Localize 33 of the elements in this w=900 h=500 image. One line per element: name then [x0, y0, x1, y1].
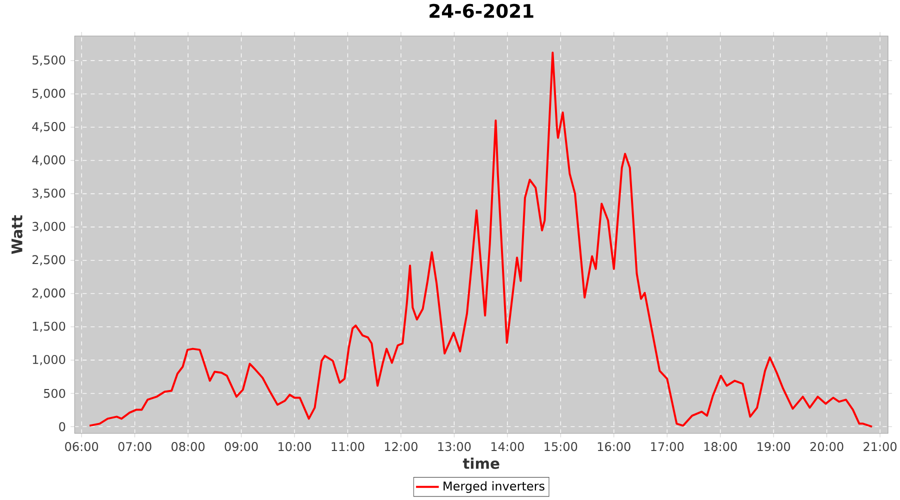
legend-label: Merged inverters — [444, 481, 544, 493]
y-tick-label: 2,000 — [32, 288, 66, 299]
y-tick-label: 500 — [44, 388, 66, 398]
y-axis-title: Watt — [12, 215, 22, 254]
y-tick-label: 0 — [59, 422, 66, 432]
x-axis-title: time — [462, 458, 500, 469]
x-tick-label: 11:00 — [332, 442, 364, 452]
y-tick-label: 1,000 — [32, 354, 66, 366]
x-tick-label: 20:00 — [810, 442, 844, 452]
x-tick-label: 21:00 — [864, 442, 897, 452]
y-tick-label: 5,000 — [32, 88, 66, 100]
x-tick-label: 18:00 — [704, 442, 737, 452]
x-tick-label: 09:00 — [224, 442, 258, 452]
x-tick-label: 10:00 — [278, 442, 311, 452]
chart-title: 24-6-2021 — [430, 4, 534, 18]
x-tick-label: 17:00 — [651, 442, 684, 452]
y-tick-label: 4,500 — [32, 122, 66, 132]
y-tick-label: 4,000 — [32, 155, 66, 166]
y-tick-label: 1,500 — [32, 322, 66, 332]
x-tick-label: 14:00 — [491, 442, 524, 452]
x-tick-label: 19:00 — [758, 442, 790, 452]
x-tick-label: 15:00 — [544, 442, 578, 452]
line-series — [88, 52, 874, 428]
x-tick-label: 12:00 — [384, 442, 418, 452]
x-tick-label: 13:00 — [438, 442, 471, 452]
x-tick-label: 08:00 — [172, 442, 205, 452]
y-tick-label: 2,500 — [32, 255, 66, 266]
y-tick-label: 3,000 — [32, 222, 66, 232]
x-tick-label: 16:00 — [598, 442, 630, 452]
y-tick-label: 5,500 — [32, 55, 66, 66]
y-tick-label: 3,500 — [32, 188, 66, 199]
x-tick-label: 06:00 — [65, 442, 98, 452]
x-tick-label: 07:00 — [118, 442, 152, 452]
